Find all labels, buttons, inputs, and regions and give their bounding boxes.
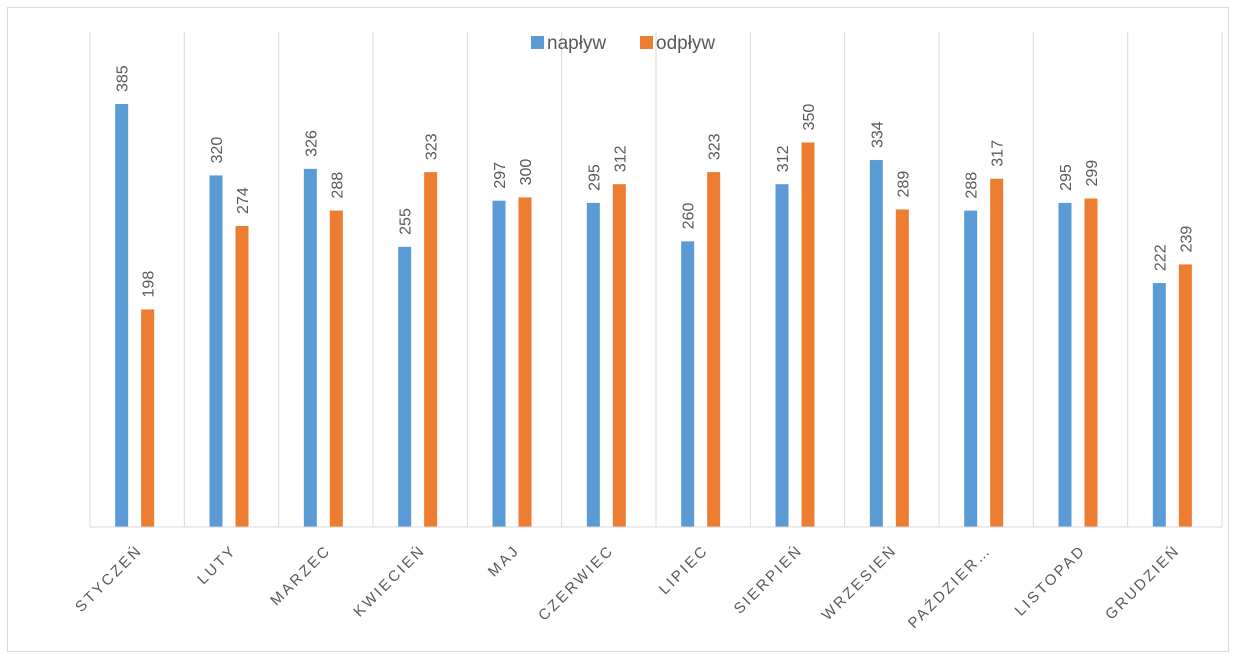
bar-odplyw <box>990 178 1004 528</box>
x-tick-label: KWIECIEŃ <box>350 542 429 621</box>
bar-naplyw <box>209 175 223 527</box>
x-tick-label: MAJ <box>485 542 524 581</box>
data-label: 334 <box>869 121 886 148</box>
bar-odplyw <box>612 184 626 527</box>
data-label: 297 <box>492 162 509 189</box>
bar-odplyw <box>235 225 249 527</box>
data-label: 300 <box>518 159 535 186</box>
bar-odplyw <box>895 209 909 527</box>
x-tick-label: GRUDZIEŃ <box>1102 542 1184 624</box>
data-label: 320 <box>209 137 226 164</box>
bar-naplyw <box>775 184 789 527</box>
bar-naplyw <box>492 200 506 527</box>
bar-odplyw <box>801 142 815 528</box>
bar-naplyw <box>964 210 978 527</box>
bar-naplyw <box>869 160 883 528</box>
bars <box>115 104 1192 528</box>
data-label: 326 <box>303 130 320 157</box>
bar-odplyw <box>707 172 721 527</box>
legend-label-naplyw: napływ <box>547 33 606 54</box>
legend-label-odplyw: odpływ <box>656 33 715 54</box>
x-tick-label: STYCZEŃ <box>72 542 146 616</box>
x-tick-label: LUTY <box>194 542 240 588</box>
bar-naplyw <box>586 202 600 527</box>
data-label: 288 <box>329 172 346 199</box>
bar-odplyw <box>329 210 343 527</box>
bar-naplyw <box>115 104 129 527</box>
data-label: 198 <box>141 271 158 298</box>
bar-odplyw <box>141 309 155 527</box>
legend-swatch-odplyw <box>640 36 653 49</box>
bar-naplyw <box>1152 283 1166 527</box>
bar-naplyw <box>303 168 317 528</box>
data-label: 299 <box>1084 160 1101 187</box>
bar-naplyw <box>398 246 412 527</box>
bar-naplyw <box>681 241 695 528</box>
data-label: 312 <box>775 145 792 172</box>
data-label: 317 <box>990 140 1007 167</box>
bar-odplyw <box>1178 264 1192 527</box>
x-tick-label: WRZESIEŃ <box>819 542 901 624</box>
x-tick-label: LIPIEC <box>656 542 712 598</box>
data-label: 323 <box>707 133 724 160</box>
data-label: 274 <box>235 187 252 214</box>
legend: napływ odpływ <box>531 33 715 54</box>
data-label: 289 <box>895 171 912 198</box>
data-label: 385 <box>115 65 132 92</box>
data-label: 295 <box>1058 164 1075 191</box>
bar-odplyw <box>1084 198 1098 527</box>
x-tick-label: CZERWIEC <box>535 542 618 625</box>
x-tick-label: MARZEC <box>267 542 334 609</box>
data-label: 323 <box>424 133 441 160</box>
bar-naplyw <box>1058 202 1072 527</box>
data-labels: 385 198 320 274 326 288 255 323 297 300 295 312 260 3… <box>115 65 1196 297</box>
data-label: 239 <box>1178 226 1195 253</box>
x-tick-label: PAŹDZIER… <box>905 542 995 632</box>
data-label: 288 <box>964 172 981 199</box>
x-axis-tick-labels: STYCZEŃ LUTY MARZEC KWIECIEŃ MAJ CZERWIEC LIPI… <box>72 542 1184 632</box>
x-tick-label: SIERPIEŃ <box>731 542 807 618</box>
data-label: 312 <box>612 145 629 172</box>
data-label: 222 <box>1152 244 1169 271</box>
data-label: 260 <box>681 203 698 230</box>
gridlines <box>89 32 1223 527</box>
x-tick-label: LISTOPAD <box>1012 542 1090 620</box>
bar-odplyw <box>518 197 532 527</box>
legend-swatch-naplyw <box>531 36 544 49</box>
data-label: 295 <box>586 164 603 191</box>
bar-odplyw <box>424 172 438 527</box>
data-label: 255 <box>398 208 415 235</box>
data-label: 350 <box>801 104 818 131</box>
